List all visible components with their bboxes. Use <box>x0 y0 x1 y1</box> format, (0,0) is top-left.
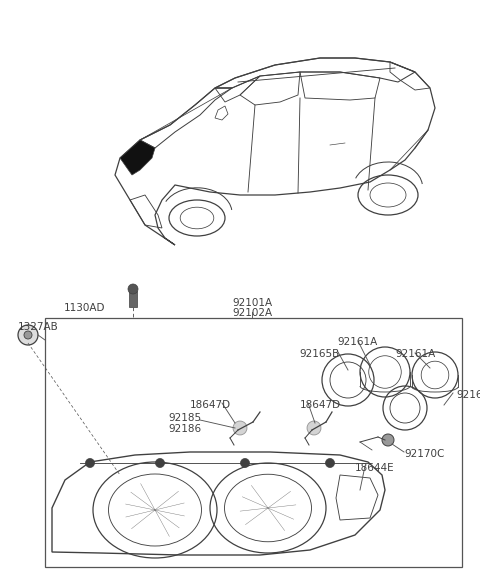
Text: 18647D: 18647D <box>300 400 341 410</box>
Text: 92186: 92186 <box>168 424 202 434</box>
Circle shape <box>24 331 32 339</box>
Circle shape <box>156 459 165 467</box>
Text: 18647D: 18647D <box>190 400 230 410</box>
Text: 92185: 92185 <box>168 413 202 423</box>
Bar <box>45 318 462 567</box>
Text: 92165B: 92165B <box>456 390 480 400</box>
Polygon shape <box>129 291 137 307</box>
Text: 92161A: 92161A <box>395 349 435 359</box>
Circle shape <box>382 434 394 446</box>
Circle shape <box>18 325 38 345</box>
Text: 92161A: 92161A <box>338 337 378 347</box>
Circle shape <box>307 421 321 435</box>
Circle shape <box>233 421 247 435</box>
Text: 92102A: 92102A <box>232 308 272 318</box>
Text: 92170C: 92170C <box>404 449 444 459</box>
Text: 92165B: 92165B <box>300 349 340 359</box>
Circle shape <box>128 284 138 294</box>
Circle shape <box>325 459 335 467</box>
Text: 1327AB: 1327AB <box>18 322 59 332</box>
Circle shape <box>85 459 95 467</box>
Polygon shape <box>120 140 155 175</box>
Text: 18644E: 18644E <box>355 463 395 473</box>
Circle shape <box>240 459 250 467</box>
Text: 1130AD: 1130AD <box>63 303 105 313</box>
Text: 92101A: 92101A <box>232 298 272 308</box>
